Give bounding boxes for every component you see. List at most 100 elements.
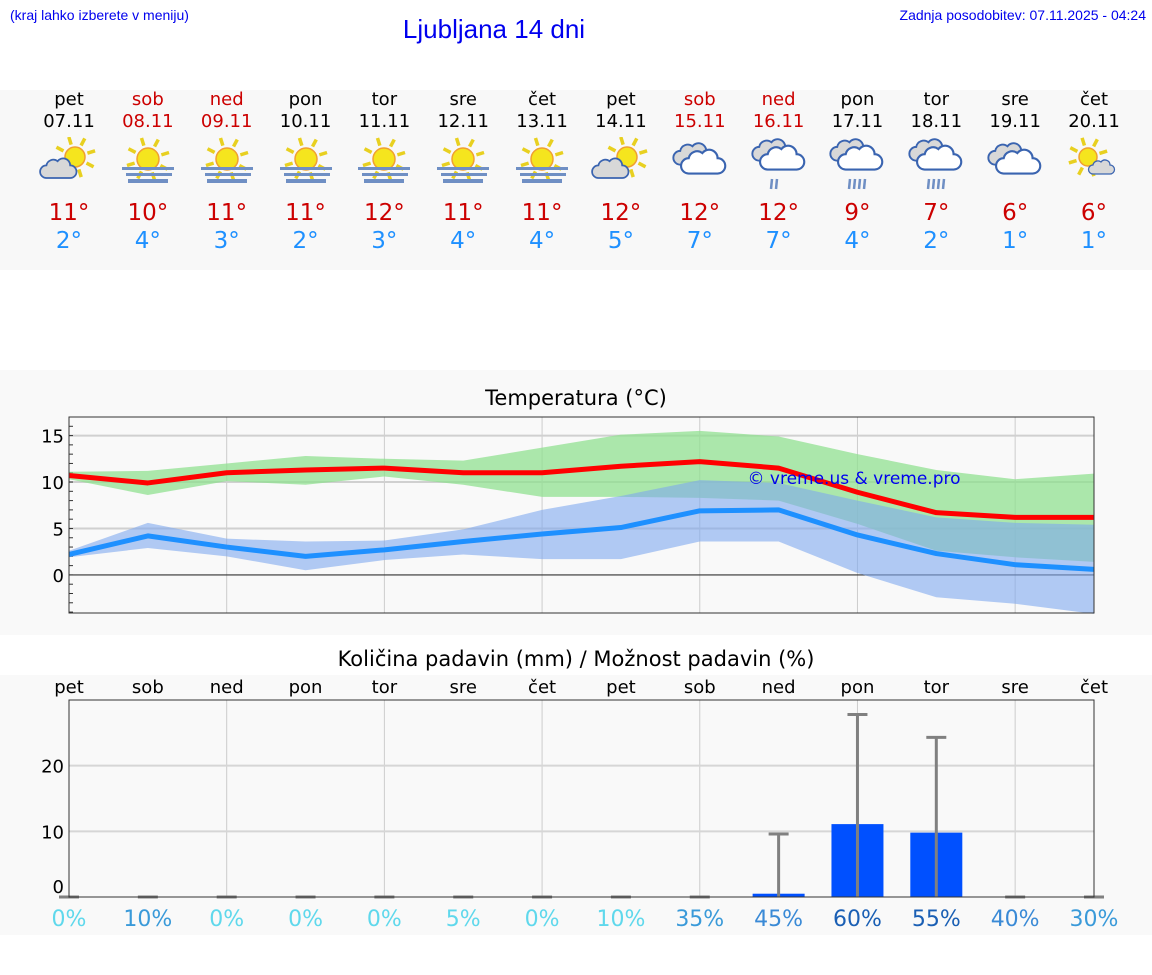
min-temp: 2° [923,228,950,254]
precip-probability: 60% [833,907,882,932]
sun-fog-icon [433,137,493,191]
day-column: sre 12.11 11° 4° [424,89,502,255]
day-name: tor [923,89,950,110]
min-temp: 4° [134,228,161,254]
sun-small-cloud-icon [1064,137,1124,191]
max-temp-range-band [69,430,1094,562]
sun-fog-icon [512,137,572,191]
precip-probability: 0% [367,907,402,932]
max-temp: 11° [442,200,484,226]
max-temp: 11° [285,200,326,226]
min-temp: 4° [450,228,477,254]
min-temp: 1° [1080,228,1108,254]
day-column: čet 13.11 11° 4° [503,89,581,255]
day-column: pon 10.11 11° 2° [267,89,345,255]
precip-probability: 40% [991,907,1040,932]
precip-probability: 0% [209,907,244,932]
y-tick-label: 20 [41,757,64,778]
day-date: 09.11 [200,111,253,132]
max-temp: 6° [1002,200,1029,226]
category-label: čet [528,677,556,698]
day-column: ned 09.11 11° 3° [188,89,266,255]
precipitation-chart-title: Količina padavin (mm) / Možnost padavin … [337,647,815,671]
category-label: sob [684,677,716,698]
precip-probability: 35% [675,907,724,932]
sun-fog-icon [276,137,336,191]
max-temp: 7° [923,200,950,226]
category-label: pon [841,677,875,698]
max-temp: 9° [844,200,871,226]
day-name: sob [131,89,164,110]
precip-probability: 10% [123,907,172,932]
cloudy-icon [670,137,730,191]
cloud-light-rain-icon [749,137,809,191]
precip-probability: 55% [912,907,961,932]
day-name: sre [1001,89,1029,110]
max-temp: 11° [48,200,90,226]
watermark: © vreme.us & vreme.pro [747,469,960,489]
y-tick-label: 10 [41,822,64,843]
max-temp: 10° [127,200,169,226]
min-temp: 7° [686,228,713,254]
cloud-rain-icon [906,137,966,191]
min-temp: 2° [292,228,319,254]
y-tick-label: 0 [53,566,64,587]
day-name: sob [683,89,716,110]
precip-probability: 0% [525,907,560,932]
day-column: tor 18.11 7° 2° [897,89,975,255]
day-column: pon 17.11 9° 4° [818,89,896,255]
min-temp: 2° [55,228,83,254]
day-name: čet [528,89,557,110]
day-date: 12.11 [437,111,489,132]
day-column: tor 11.11 12° 3° [345,89,423,255]
day-name: pon [288,89,323,110]
precip-probability: 10% [596,907,645,932]
min-temp: 4° [528,228,556,254]
category-label: čet [1080,677,1108,698]
plot-frame [68,416,1095,614]
min-temp-line [68,507,1095,572]
max-temp: 12° [679,200,721,226]
day-date: 07.11 [43,111,95,132]
min-temp: 7° [765,228,792,254]
category-label: sob [132,677,164,698]
sun-fog-icon [197,137,257,191]
category-label: sre [1001,677,1028,698]
precip-probability: 0% [52,907,87,932]
day-date: 20.11 [1068,111,1120,132]
y-tick-label: 10 [41,473,64,494]
day-column: sob 15.11 12° 7° [661,89,739,255]
category-label: tor [924,677,950,698]
day-date: 18.11 [910,111,963,132]
category-label: tor [372,677,398,698]
category-label: ned [210,677,244,698]
plot-frame [68,699,1095,898]
min-temp: 3° [213,228,240,254]
day-column: ned 16.11 12° 7° [740,89,818,255]
min-temp: 1° [1002,228,1029,254]
max-temp: 6° [1080,200,1108,226]
max-temp: 11° [521,200,563,226]
sun-fog-icon [354,137,414,191]
min-temp: 3° [371,228,398,254]
day-date: 10.11 [279,111,332,132]
day-date: 08.11 [122,111,174,132]
category-label: pet [606,677,636,698]
location-menu-hint[interactable]: (kraj lahko izberete v meniju) [10,7,189,23]
day-column: sre 19.11 6° 1° [976,89,1054,255]
precip-probability: 45% [754,907,803,932]
day-date: 16.11 [752,111,805,132]
category-label: ned [762,677,796,698]
day-date: 17.11 [831,111,884,132]
day-date: 19.11 [989,111,1041,132]
sun-cloud-icon [39,136,99,191]
precip-probability: 5% [446,907,481,932]
day-name: ned [209,89,244,110]
category-label: pon [289,677,323,698]
y-tick-label: 15 [41,427,64,448]
precip-probability: 0% [288,907,323,932]
day-date: 14.11 [595,111,647,132]
day-name: čet [1079,89,1109,110]
day-name: pon [840,89,875,110]
